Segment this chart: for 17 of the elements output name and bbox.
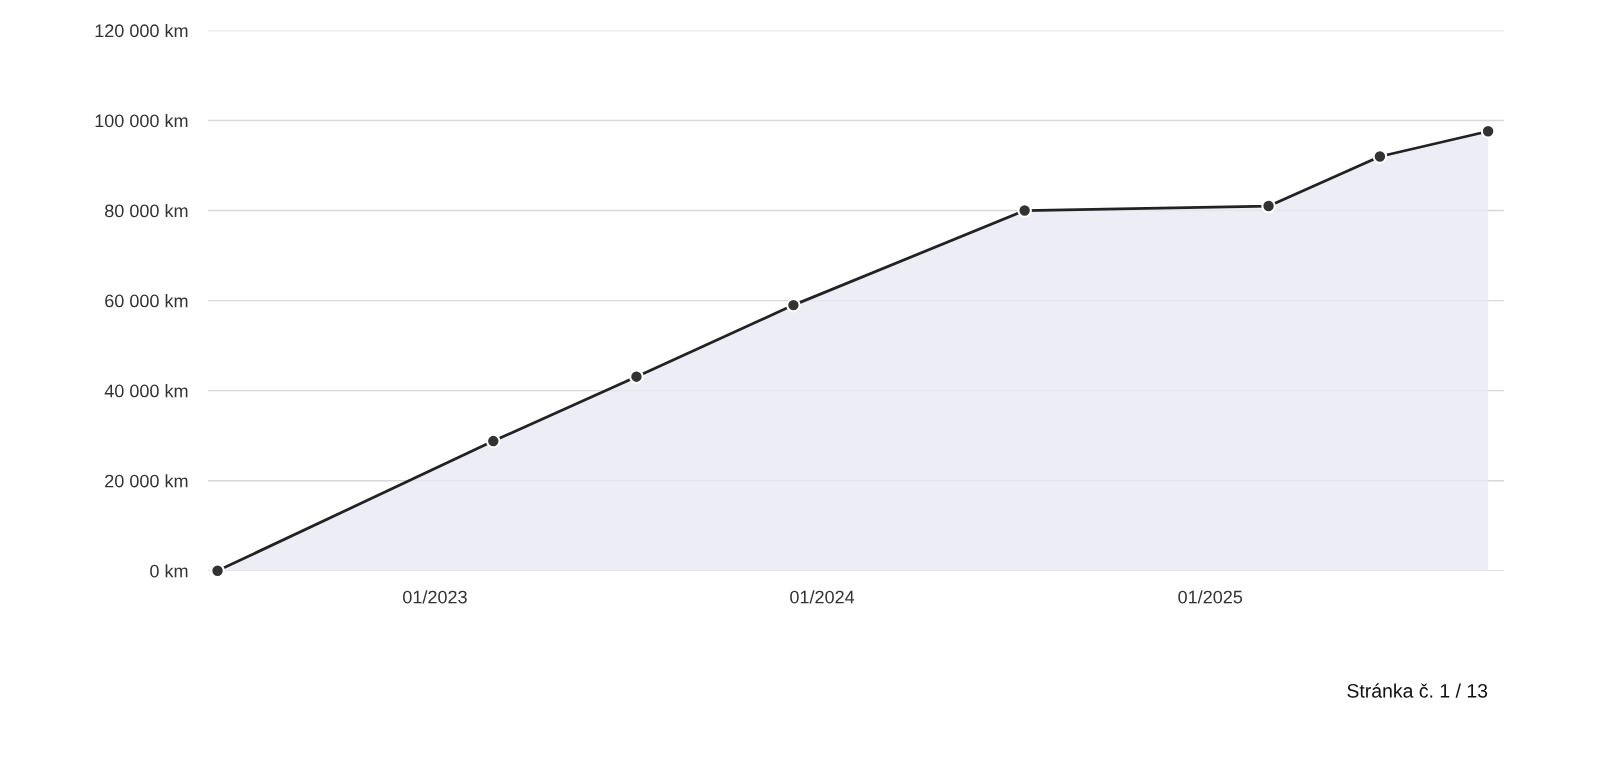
text: Stránka č. 1 / 13 (1347, 683, 1488, 698)
y-tick-label: 40 000 km (104, 384, 188, 398)
point (1480, 124, 1496, 139)
y-tick-label: 20 000 km (105, 474, 188, 488)
y-tick-label: 80 000 km (105, 204, 188, 218)
y-tick-label: 0 km (150, 564, 188, 578)
point (486, 433, 501, 449)
y-tick-label: 100 000 km (95, 113, 188, 128)
point (1372, 149, 1388, 164)
point (1017, 203, 1032, 218)
x-tick-label: 01/2025 (1178, 590, 1243, 604)
x-tick-label: 01/2024 (790, 590, 855, 604)
x-tick-label: 01/2023 (403, 590, 467, 604)
point (1261, 198, 1276, 214)
y-tick-label: 120 000 km (95, 23, 188, 38)
point (629, 369, 644, 384)
y-tick-label: 60 000 km (105, 294, 188, 308)
